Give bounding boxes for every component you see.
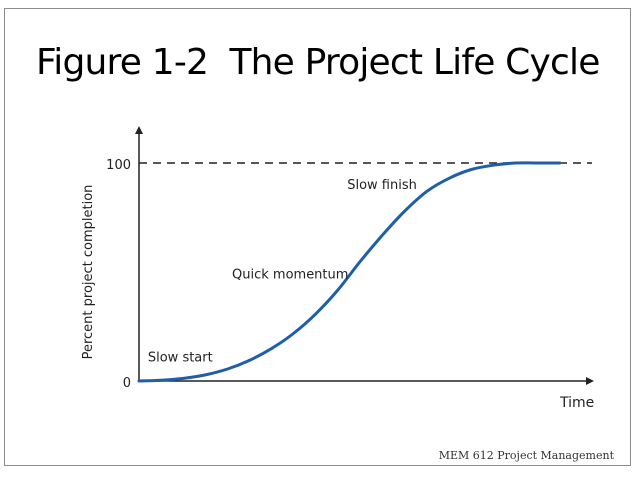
- y-axis-label: Percent project completion: [81, 185, 96, 360]
- slide-title: Figure 1-2 The Project Life Cycle: [36, 42, 600, 83]
- slide-frame: [4, 8, 631, 466]
- annotation-slow-finish: Slow finish: [347, 178, 417, 193]
- completion-curve: [137, 161, 562, 383]
- x-axis-label: Time: [559, 395, 594, 411]
- annotation-quick-momentum: Quick momentum: [232, 268, 348, 283]
- y-tick-label-100: 100: [106, 158, 131, 173]
- annotation-slow-start: Slow start: [148, 350, 213, 365]
- footer-course-name: MEM 612 Project Management: [438, 449, 614, 462]
- y-tick-label-0: 0: [123, 376, 131, 391]
